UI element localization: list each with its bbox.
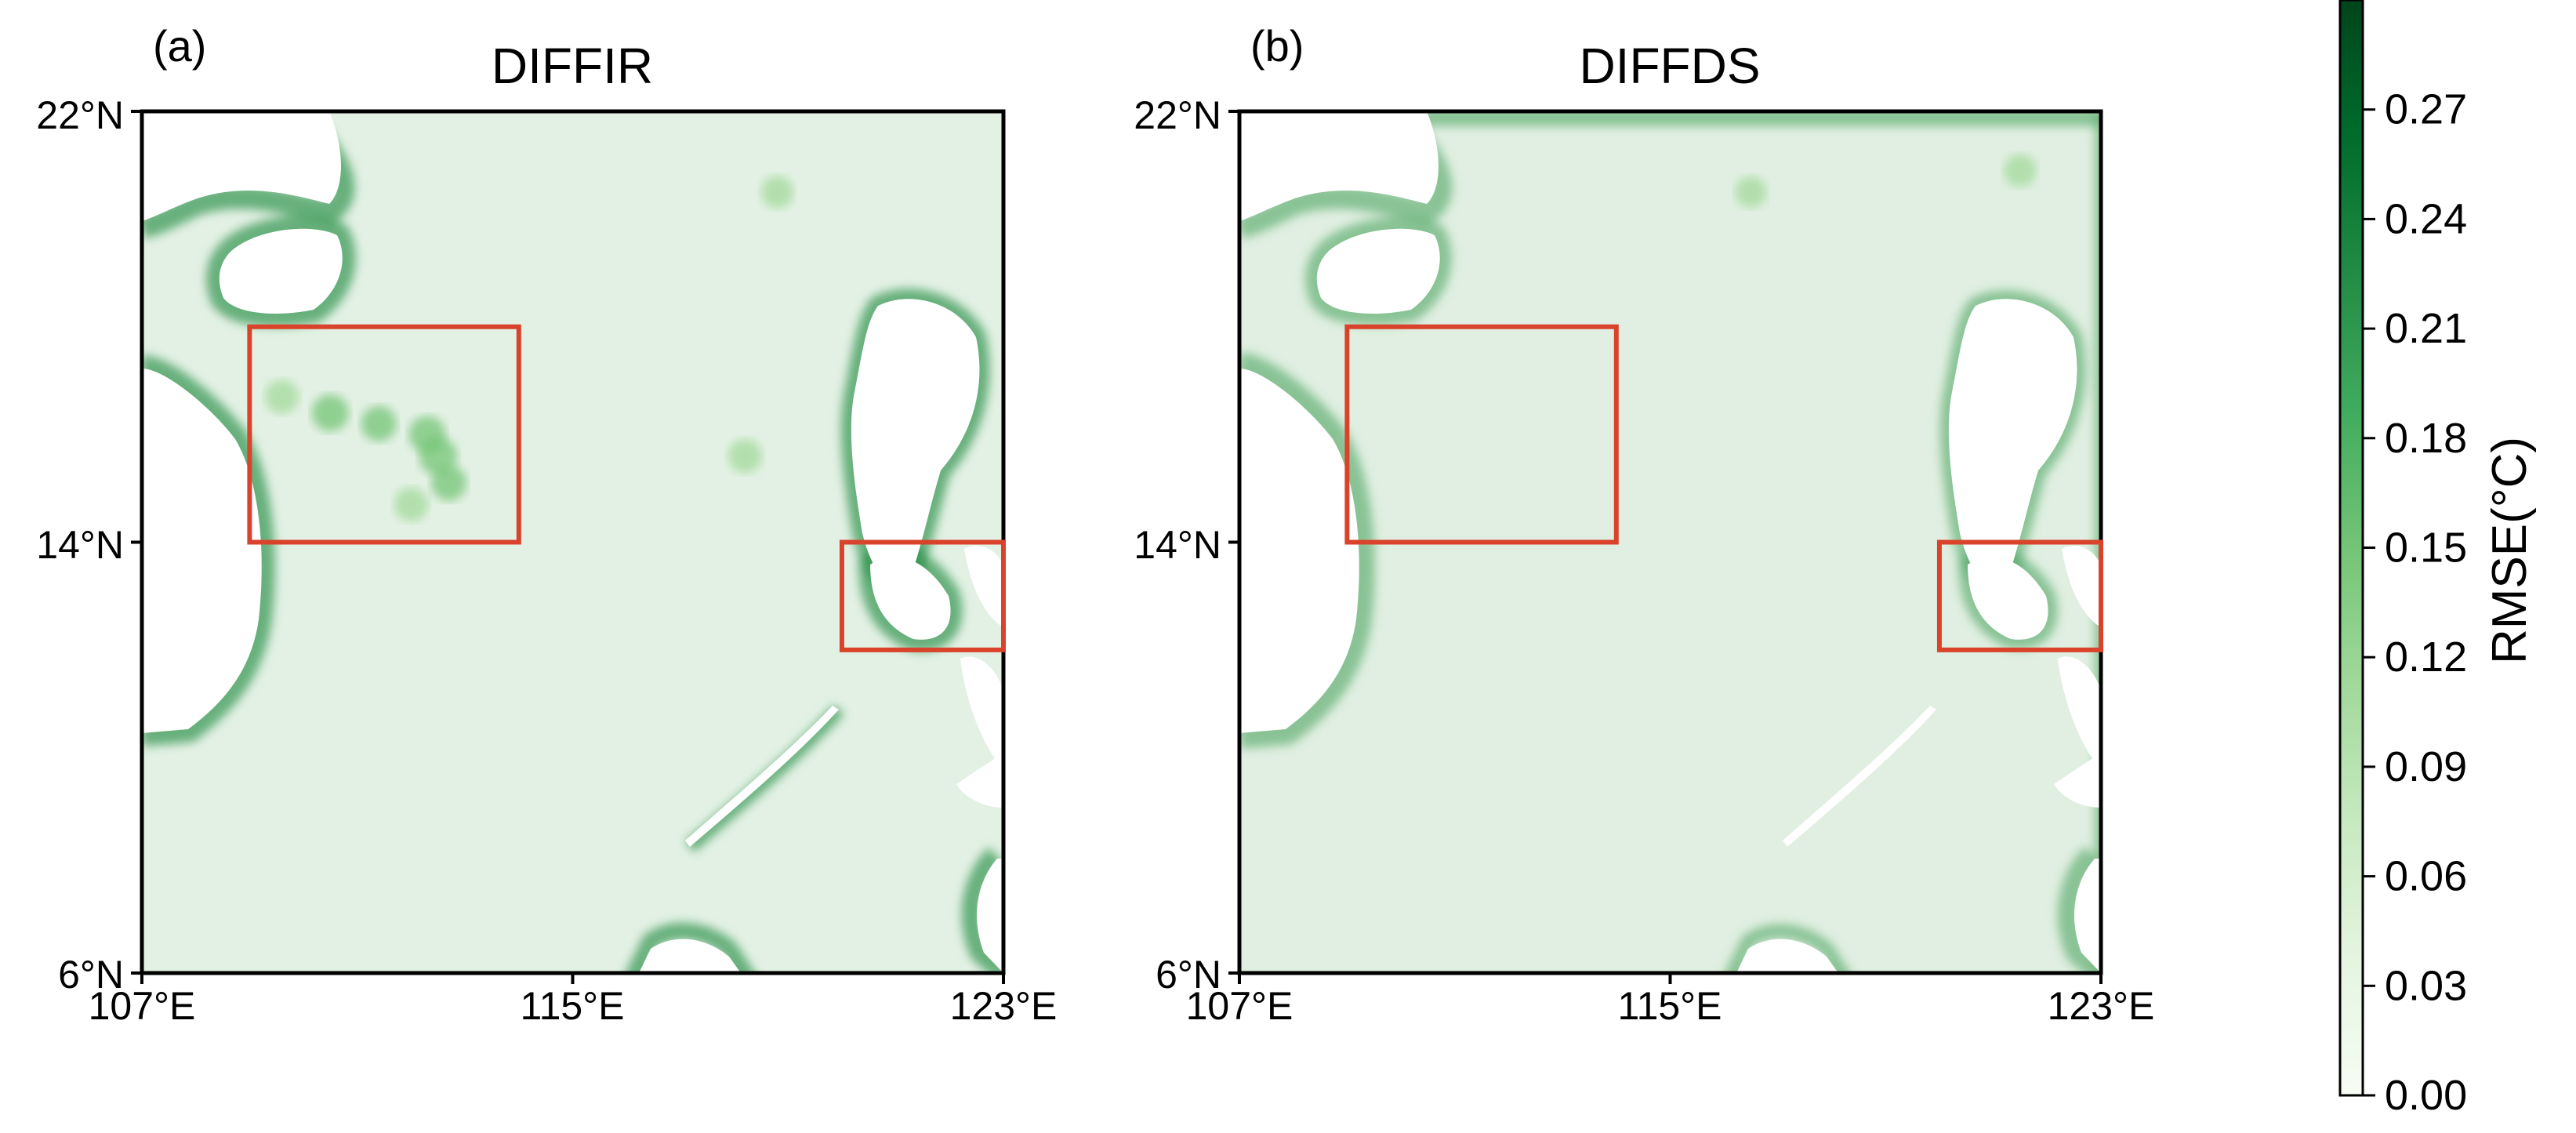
panel-a: (a) DIFFIR [36, 21, 1057, 1028]
highlight-box [1936, 539, 2103, 652]
panel-label: (b) [1250, 21, 1304, 71]
colorbar-tick-label: 0.15 [2385, 525, 2467, 572]
axis-ticks [1228, 110, 2103, 984]
y-tick-label: 14°N [36, 523, 124, 567]
rmse-hotspot [1735, 176, 1767, 208]
panel-b: (b) DIFFDS [1134, 21, 2154, 1028]
land-mask [1239, 111, 2101, 973]
rmse-hotspot [264, 379, 299, 414]
rmse-hotspot [2004, 154, 2037, 187]
y-tick-label: 6°N [58, 953, 124, 997]
colorbar-ticks: 0.00 0.03 0.06 0.09 0.12 0.15 0.18 0.21 0.24 0.27 [2363, 86, 2467, 1119]
x-tick-label: 107°E [89, 984, 196, 1028]
highlight-box [839, 539, 1006, 652]
colorbar-tick-label: 0.09 [2385, 743, 2467, 790]
x-tick-label: 107°E [1186, 984, 1293, 1028]
rmse-hotspot [760, 176, 794, 209]
highlight-box [247, 324, 521, 545]
highlight-box [1344, 324, 1619, 545]
colorbar-tick-label: 0.24 [2385, 195, 2467, 242]
highlight-boxes [1344, 324, 2103, 652]
land-mask [142, 111, 1003, 973]
colorbar-tick-label: 0.03 [2385, 962, 2467, 1009]
panel-label: (a) [153, 21, 206, 71]
x-tick-label: 123°E [2048, 984, 2155, 1028]
colorbar-tick-label: 0.18 [2385, 415, 2467, 462]
colorbar: 0.00 0.03 0.06 0.09 0.12 0.15 0.18 0.21 0.24 0.27… [2338, 0, 2537, 1119]
colorbar-tick-label: 0.00 [2385, 1072, 2467, 1119]
y-tick-label: 6°N [1156, 953, 1221, 997]
colorbar-gradient [2338, 0, 2364, 1097]
y-tick-label: 22°N [36, 93, 124, 137]
rmse-hotspot [430, 465, 467, 501]
x-tick-label: 115°E [520, 984, 624, 1028]
colorbar-label: RMSE(°C) [2483, 437, 2537, 664]
colorbar-tick-label: 0.06 [2385, 853, 2467, 900]
rmse-hotspot [361, 405, 397, 441]
colorbar-tick-label: 0.27 [2385, 86, 2467, 133]
rmse-hotspot [727, 438, 762, 474]
x-tick-label: 115°E [1617, 984, 1722, 1028]
y-tick-label: 14°N [1134, 523, 1221, 567]
panel-title: DIFFIR [492, 38, 653, 94]
colorbar-tick-label: 0.21 [2385, 305, 2467, 352]
hotspot-layer [1735, 154, 2037, 208]
x-tick-label: 123°E [950, 984, 1058, 1028]
rmse-hotspot [394, 487, 429, 522]
highlight-boxes [247, 324, 1006, 652]
rmse-hotspot [311, 394, 349, 432]
panel-title: DIFFDS [1579, 38, 1760, 94]
axis-ticks [131, 110, 1005, 984]
colorbar-tick-label: 0.12 [2385, 634, 2467, 681]
y-tick-label: 22°N [1134, 93, 1221, 137]
